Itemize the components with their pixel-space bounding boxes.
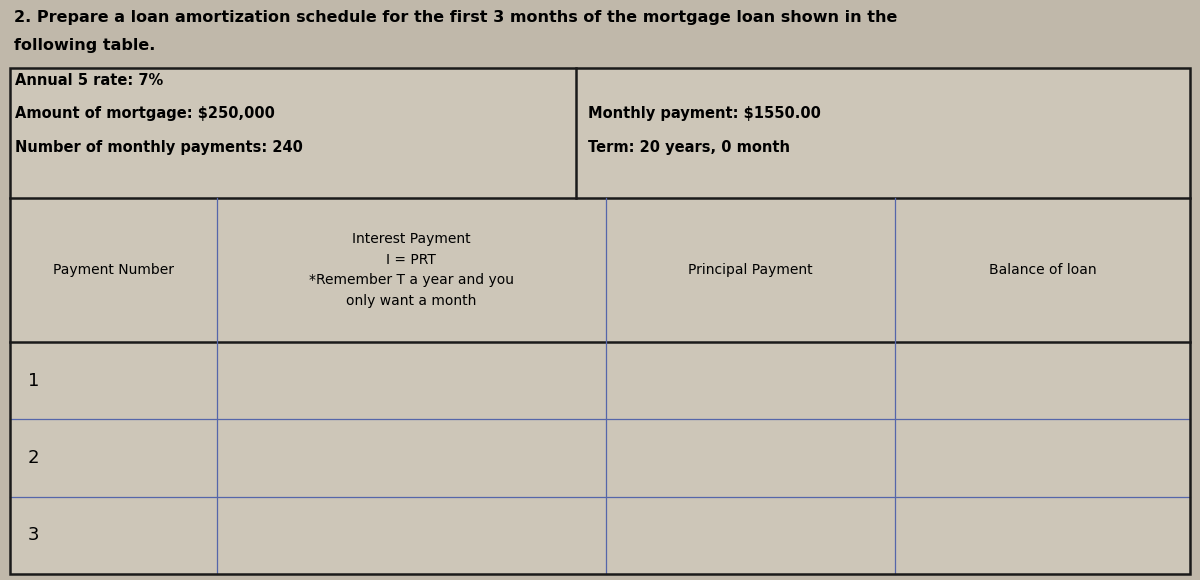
Bar [10,68,1190,574]
Text: following table.: following table. [14,38,155,53]
Text: Annual 5 rate: 7%: Annual 5 rate: 7% [14,73,163,88]
Text: 2. Prepare a loan amortization schedule for the first 3 months of the mortgage l: 2. Prepare a loan amortization schedule … [14,10,898,25]
Text: Payment Number: Payment Number [53,263,174,277]
Text: Number of monthly payments: 240: Number of monthly payments: 240 [14,140,302,155]
Text: Principal Payment: Principal Payment [688,263,812,277]
Text: 1: 1 [28,372,40,390]
Text: 2: 2 [28,449,40,467]
Text: Amount of mortgage: $250,000: Amount of mortgage: $250,000 [14,106,275,121]
Text: Interest Payment
I = PRT
*Remember T a year and you
only want a month: Interest Payment I = PRT *Remember T a y… [308,232,514,308]
Text: Term: 20 years, 0 month: Term: 20 years, 0 month [588,140,791,155]
Text: Monthly payment: $1550.00: Monthly payment: $1550.00 [588,106,821,121]
Text: 3: 3 [28,526,40,545]
Bar [10,68,1190,574]
Text: Balance of loan: Balance of loan [989,263,1097,277]
